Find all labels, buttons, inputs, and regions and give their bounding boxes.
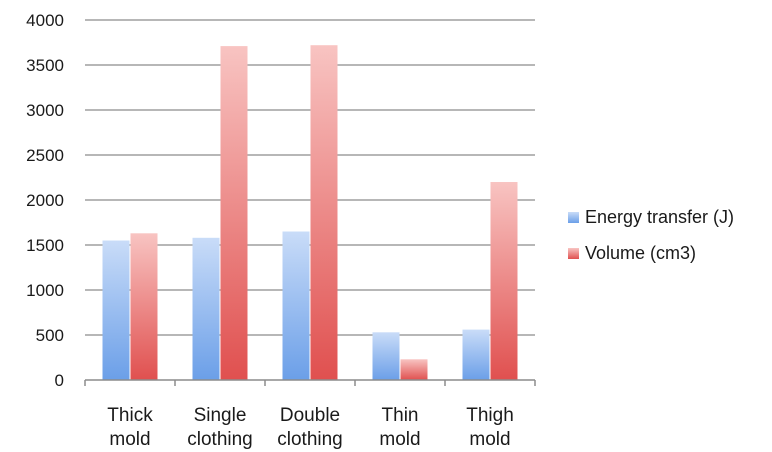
legend-swatch <box>568 212 579 223</box>
bar-energy-2 <box>282 231 310 380</box>
x-category-label: clothing <box>187 429 253 450</box>
y-tick-label: 0 <box>55 371 64 390</box>
x-category-label: Thin <box>382 405 419 426</box>
legend-swatch <box>568 248 579 259</box>
bar-volume-0 <box>130 233 158 380</box>
x-category-label: mold <box>469 429 510 450</box>
bar-volume-2 <box>310 45 338 380</box>
bar-energy-1 <box>192 237 220 380</box>
y-tick-label: 2500 <box>26 146 64 165</box>
bar-energy-0 <box>102 240 130 380</box>
y-tick-label: 500 <box>36 326 64 345</box>
y-tick-label: 1500 <box>26 236 64 255</box>
bars <box>102 45 518 380</box>
bar-energy-3 <box>372 332 400 380</box>
y-axis-ticks: 0 500 1000 1500 2000 2500 3000 3500 4000 <box>26 11 64 390</box>
x-category-label: Thick <box>107 405 153 426</box>
y-tick-label: 4000 <box>26 11 64 30</box>
x-axis-labels: Thick mold Single clothing Double clothing Thi… <box>107 405 513 450</box>
bar-volume-3 <box>400 359 428 380</box>
bar-volume-1 <box>220 46 248 380</box>
gridlines <box>85 19 535 336</box>
bar-volume-4 <box>490 182 518 380</box>
legend: Energy transfer (J) Volume (cm3) <box>568 207 734 263</box>
x-category-label: Thigh <box>466 405 514 426</box>
legend-label: Volume (cm3) <box>585 243 696 263</box>
x-category-label: clothing <box>277 429 343 450</box>
y-tick-label: 2000 <box>26 191 64 210</box>
bar-energy-4 <box>462 329 490 380</box>
x-axis <box>84 379 536 386</box>
x-category-label: Single <box>194 405 247 426</box>
x-category-label: Double <box>280 405 340 426</box>
y-tick-label: 3500 <box>26 56 64 75</box>
x-category-label: mold <box>379 429 420 450</box>
x-category-label: mold <box>109 429 150 450</box>
y-tick-label: 1000 <box>26 281 64 300</box>
legend-label: Energy transfer (J) <box>585 207 734 227</box>
y-tick-label: 3000 <box>26 101 64 120</box>
